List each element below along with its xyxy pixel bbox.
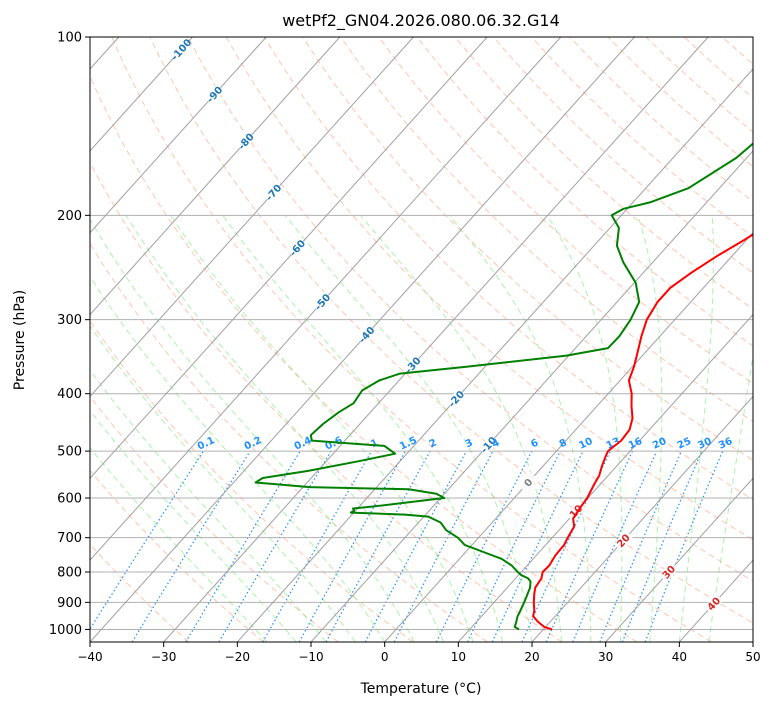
y-tick-label: 800	[57, 566, 82, 581]
isotherm-line	[605, 477, 753, 642]
dry-adiabat-line	[264, 37, 753, 501]
dry-adiabat-line	[607, 37, 753, 168]
moist-adiabat-line	[222, 215, 503, 642]
mixing-ratio-label: 2	[428, 437, 439, 450]
mixing-ratio-line	[599, 450, 682, 642]
mixing-ratio-label: 30	[696, 436, 713, 452]
mixing-ratio-line	[90, 450, 204, 631]
x-tick-label: −20	[225, 650, 250, 664]
moist-adiabat-line	[360, 214, 562, 642]
dry-adiabat-line	[416, 37, 753, 347]
mixing-ratio-line	[545, 450, 634, 642]
mixing-ratio-line	[621, 450, 703, 642]
isotherm-line	[457, 313, 753, 642]
temperature-profile-line	[532, 233, 753, 631]
mixing-ratio-label: 6	[529, 437, 540, 450]
y-tick-label: 600	[57, 492, 82, 507]
moist-adiabat-line	[170, 215, 474, 642]
y-tick-label: 500	[57, 445, 82, 460]
mixing-ratio-label: 36	[717, 436, 734, 452]
dry-adiabat-line	[340, 37, 753, 423]
pressure-gridlines	[90, 37, 753, 630]
y-tick-label: 400	[57, 387, 82, 402]
plot-frame	[89, 36, 754, 643]
dry-adiabat-line	[225, 37, 753, 541]
mixing-ratio-label: 1	[369, 437, 380, 450]
moist-adiabat-line	[678, 215, 714, 642]
isotherm-line	[310, 150, 753, 642]
dry-adiabat-line	[493, 37, 753, 274]
isotherm-line	[90, 37, 414, 398]
mixing-ratio-label: 10	[577, 436, 594, 452]
mixing-ratio-line	[325, 450, 431, 642]
y-tick-label: 1000	[49, 623, 82, 638]
dry-adiabat-line	[378, 37, 753, 385]
axes: −40 −30 −20 −10 0 10 20 30 40 50 100 200 300 400 500 60…	[49, 31, 761, 665]
isotherm-line	[90, 37, 193, 152]
isotherm-line	[236, 68, 753, 642]
chart-title: wetPf2_GN04.2026.080.06.32.G14	[282, 11, 560, 31]
y-tick-label: 100	[57, 31, 82, 46]
mixing-ratio-label: 20	[651, 436, 668, 452]
y-tick-label: 900	[57, 596, 82, 611]
moist-adiabat-line	[637, 215, 663, 642]
mixing-ratio-line	[572, 450, 658, 642]
mixing-ratio-lines	[90, 450, 724, 642]
dry-adiabat-line	[111, 37, 712, 642]
dry-adiabat-line	[454, 37, 753, 310]
isotherm-line	[384, 231, 753, 642]
isotherm-line	[90, 37, 267, 234]
mixing-ratio-line	[644, 450, 724, 642]
moist-adiabat-line	[546, 215, 623, 642]
y-tick-label: 200	[57, 209, 82, 224]
y-tick-label: 700	[57, 531, 82, 546]
sounding-series	[254, 142, 753, 631]
mixing-ratio-label: 16	[627, 436, 644, 452]
isotherm-line	[163, 37, 709, 642]
x-tick-label: 30	[598, 650, 613, 664]
dry-adiabat-line	[90, 320, 414, 642]
x-tick-label: 50	[745, 650, 760, 664]
x-axis-label: Temperature (°C)	[360, 681, 482, 697]
x-tick-label: 0	[381, 650, 389, 664]
dry-adiabat-line	[90, 242, 488, 642]
dewpoint-profile-line	[254, 142, 753, 631]
x-tick-label: 20	[524, 650, 539, 664]
moist-adiabat-line	[708, 352, 753, 642]
moist-adiabat-line	[90, 447, 268, 642]
moist-adiabat-line	[90, 275, 386, 642]
y-tick-label: 300	[57, 313, 82, 328]
moist-adiabat-line	[90, 409, 297, 642]
x-tick-label: −10	[298, 650, 323, 664]
x-tick-label: −40	[77, 650, 102, 664]
mixing-ratio-line	[364, 450, 467, 642]
dry-adiabat-line	[90, 75, 638, 642]
mixing-ratio-line	[298, 450, 406, 642]
isotherm-line	[90, 37, 488, 480]
isotherm-line	[90, 37, 562, 561]
mixing-ratio-label: 4	[490, 437, 501, 450]
moist-adiabat-line	[90, 218, 415, 642]
y-axis-label: Pressure (hPa)	[12, 290, 28, 390]
x-tick-label: 10	[451, 650, 466, 664]
moist-adiabat-line	[125, 215, 445, 642]
mixing-ratio-label: 8	[558, 437, 569, 450]
x-tick-label: −30	[151, 650, 176, 664]
mixing-ratio-label: 25	[676, 436, 693, 452]
moist-adiabat-line	[285, 214, 533, 642]
moist-adiabat-line	[90, 325, 356, 642]
mixing-ratio-label: 3	[464, 437, 475, 450]
dry-adiabat-line	[90, 161, 563, 642]
mixing-ratio-label: 13	[605, 436, 622, 452]
x-tick-label: 40	[672, 650, 687, 664]
dry-adiabat-line	[90, 395, 339, 642]
mixing-ratio-line	[435, 450, 533, 642]
